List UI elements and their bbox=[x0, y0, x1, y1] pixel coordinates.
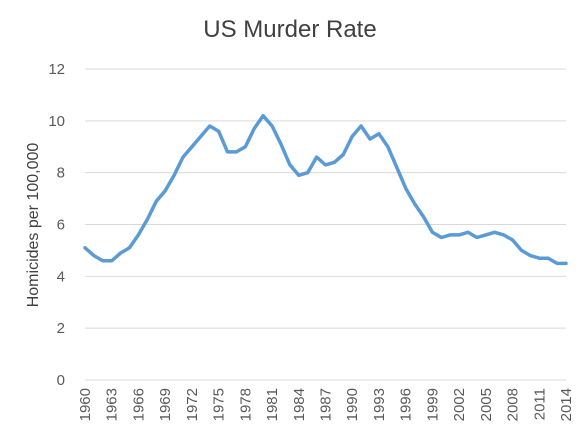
x-tick-label: 2002 bbox=[451, 388, 468, 421]
data-point-1970 bbox=[172, 173, 176, 177]
y-axis-ticks: 0 2 4 6 8 10 12 bbox=[48, 61, 65, 389]
y-tick-label: 4 bbox=[57, 268, 65, 285]
x-tick-label: 1993 bbox=[371, 388, 388, 421]
data-point-1978 bbox=[243, 145, 247, 149]
data-point-2008 bbox=[511, 238, 515, 242]
data-point-1989 bbox=[341, 153, 345, 156]
x-tick-label: 2005 bbox=[478, 388, 495, 421]
data-point-2006 bbox=[493, 230, 497, 234]
data-point-2001 bbox=[448, 233, 452, 237]
x-tick-label: 2011 bbox=[531, 388, 548, 420]
data-point-1992 bbox=[368, 137, 372, 141]
data-point-1984 bbox=[297, 173, 301, 177]
data-point-1988 bbox=[332, 160, 336, 164]
x-tick-label: 1960 bbox=[77, 388, 94, 421]
y-tick-label: 8 bbox=[57, 165, 65, 182]
data-point-1963 bbox=[110, 259, 114, 263]
data-point-1974 bbox=[208, 124, 212, 128]
data-point-1997 bbox=[413, 202, 417, 206]
data-point-1975 bbox=[217, 129, 221, 133]
data-point-2012 bbox=[546, 256, 550, 260]
y-tick-label: 6 bbox=[57, 217, 65, 234]
x-tick-label: 2008 bbox=[505, 388, 522, 421]
x-tick-label: 1966 bbox=[130, 388, 147, 421]
data-point-1982 bbox=[279, 142, 283, 146]
data-point-1968 bbox=[154, 199, 158, 203]
data-points bbox=[83, 114, 568, 265]
data-point-1987 bbox=[324, 163, 327, 167]
data-point-1960 bbox=[83, 246, 87, 250]
data-point-2003 bbox=[466, 230, 470, 234]
x-tick-label: 1996 bbox=[398, 388, 415, 421]
data-point-1971 bbox=[181, 155, 185, 159]
data-point-1995 bbox=[395, 166, 399, 169]
data-point-1972 bbox=[190, 145, 194, 149]
data-point-1980 bbox=[261, 114, 265, 118]
chart-title: US Murder Rate bbox=[203, 16, 376, 43]
data-point-2010 bbox=[528, 254, 532, 258]
data-point-2002 bbox=[457, 233, 461, 237]
data-point-2005 bbox=[484, 233, 488, 237]
data-point-2004 bbox=[475, 236, 479, 239]
x-tick-label: 2014 bbox=[558, 388, 575, 421]
data-point-1981 bbox=[270, 124, 274, 128]
x-tick-label: 1987 bbox=[318, 388, 335, 421]
x-tick-label: 1975 bbox=[211, 388, 228, 421]
data-point-2009 bbox=[520, 248, 523, 252]
series-line-murder-rate bbox=[83, 113, 568, 266]
x-tick-label: 1972 bbox=[184, 388, 201, 421]
series-layer bbox=[83, 113, 568, 266]
data-point-1979 bbox=[252, 127, 256, 131]
data-point-1985 bbox=[306, 171, 310, 175]
data-point-1969 bbox=[163, 189, 167, 193]
data-point-2014 bbox=[564, 261, 568, 265]
y-axis-title: Homicides per 100,000 bbox=[25, 143, 42, 308]
data-point-1994 bbox=[386, 145, 390, 149]
x-tick-label: 1990 bbox=[344, 388, 361, 421]
x-axis-ticks: 1960 1963 1966 1969 1972 1975 1978 1981 1984 1987… bbox=[77, 388, 575, 421]
data-point-1962 bbox=[101, 259, 105, 263]
data-point-1977 bbox=[234, 150, 238, 154]
data-point-1991 bbox=[359, 124, 363, 128]
data-point-1993 bbox=[377, 132, 381, 136]
data-point-1998 bbox=[422, 215, 425, 219]
y-tick-label: 10 bbox=[48, 113, 65, 130]
data-point-1990 bbox=[350, 134, 354, 138]
data-point-1976 bbox=[226, 150, 229, 154]
data-point-1966 bbox=[136, 233, 140, 237]
x-tick-label: 1999 bbox=[424, 388, 441, 421]
data-point-1964 bbox=[119, 251, 123, 255]
data-point-1967 bbox=[145, 217, 149, 221]
x-tick-label: 1963 bbox=[104, 388, 121, 421]
y-tick-label: 2 bbox=[57, 320, 65, 337]
data-point-1983 bbox=[288, 163, 292, 167]
gridlines bbox=[85, 68, 566, 329]
data-point-2011 bbox=[537, 256, 541, 260]
y-tick-label: 12 bbox=[48, 61, 65, 78]
data-point-1996 bbox=[404, 186, 408, 190]
x-tick-label: 1981 bbox=[264, 388, 281, 421]
x-tick-label: 1984 bbox=[291, 388, 308, 421]
data-point-1973 bbox=[199, 134, 203, 138]
data-point-1986 bbox=[315, 155, 319, 159]
data-point-2000 bbox=[439, 236, 443, 239]
x-tick-label: 1978 bbox=[237, 388, 254, 421]
y-tick-label: 0 bbox=[57, 372, 65, 389]
data-point-1999 bbox=[430, 230, 434, 234]
x-tick-label: 1969 bbox=[157, 388, 174, 421]
data-point-2007 bbox=[502, 233, 506, 237]
data-point-1965 bbox=[128, 246, 131, 250]
data-point-2013 bbox=[555, 261, 559, 265]
data-point-1961 bbox=[92, 254, 96, 258]
